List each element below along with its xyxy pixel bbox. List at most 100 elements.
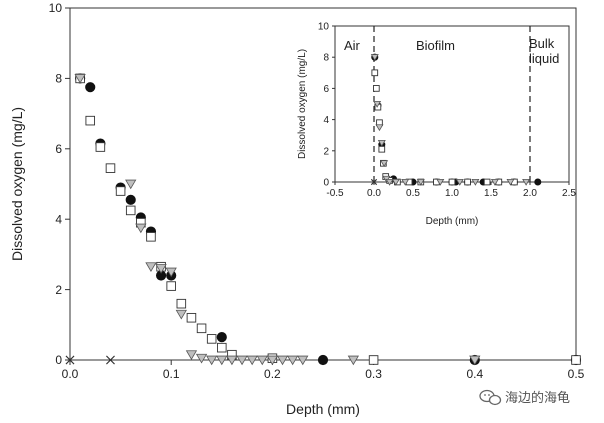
data-point-filled-circle bbox=[125, 194, 136, 205]
data-point-open-square bbox=[217, 342, 227, 353]
data-point-open-square bbox=[483, 178, 491, 186]
data-point-filled-circle bbox=[85, 82, 96, 93]
data-point-open-triangle-down bbox=[286, 355, 299, 366]
data-point-open-triangle-down bbox=[276, 355, 289, 366]
data-point-filled-circle bbox=[317, 354, 329, 366]
data-point-open-triangle-down bbox=[373, 100, 382, 108]
data-point-open-square bbox=[448, 178, 456, 186]
data-point-open-triangle-down bbox=[436, 178, 445, 186]
y-tick-label: 0 bbox=[55, 353, 62, 367]
data-point-open-square bbox=[176, 298, 187, 309]
data-point-open-triangle-down bbox=[175, 309, 187, 320]
main-points bbox=[65, 73, 582, 366]
data-point-open-triangle-down bbox=[185, 350, 198, 360]
y-tick-label: 4 bbox=[55, 212, 62, 226]
data-point-open-square bbox=[464, 178, 471, 186]
data-point-open-triangle-down bbox=[377, 139, 386, 147]
data-point-cross bbox=[65, 355, 75, 365]
data-point-open-triangle-down bbox=[522, 178, 531, 186]
data-point-filled-circle bbox=[216, 332, 227, 343]
main-y-axis-label: Dissolved oxygen (mg/L) bbox=[9, 107, 25, 261]
data-point-open-triangle-down bbox=[145, 262, 157, 272]
data-point-open-triangle-down bbox=[416, 178, 425, 186]
y-tick-label: 8 bbox=[55, 72, 62, 86]
data-point-open-square bbox=[371, 69, 379, 77]
data-point-open-square bbox=[186, 312, 197, 323]
data-point-open-square bbox=[196, 323, 207, 334]
data-point-open-square bbox=[95, 142, 106, 152]
inset-points bbox=[370, 53, 542, 186]
data-point-open-triangle-down bbox=[226, 355, 238, 366]
data-point-open-triangle-down bbox=[506, 178, 515, 186]
data-point-cross bbox=[106, 355, 115, 365]
inset-x-axis-label: Depth (mm) bbox=[426, 216, 479, 227]
data-point-open-square bbox=[368, 355, 379, 365]
y-tick-label: 2 bbox=[323, 146, 329, 157]
y-tick-label: 6 bbox=[55, 142, 62, 156]
data-point-open-triangle-down bbox=[471, 178, 480, 186]
data-point-open-triangle-down bbox=[455, 178, 464, 186]
y-tick-label: 10 bbox=[49, 1, 63, 15]
inset-ticks: -0.5 0.0 0.5 1.0 1.5 2.0 2.5 0 2 4 6 8 10 bbox=[318, 22, 577, 200]
x-tick-label: 0.0 bbox=[367, 188, 381, 199]
data-point-open-triangle-down bbox=[370, 54, 379, 61]
data-point-open-triangle-down bbox=[297, 355, 309, 366]
inset-region-lines bbox=[373, 26, 531, 182]
y-tick-label: 4 bbox=[323, 115, 329, 126]
data-point-open-square bbox=[378, 145, 386, 153]
x-tick-label: 0.2 bbox=[264, 367, 281, 381]
data-point-open-triangle-down bbox=[74, 74, 86, 84]
inset-air-label: Air bbox=[344, 38, 361, 53]
x-tick-label: -0.5 bbox=[326, 188, 344, 199]
data-point-open-triangle-down bbox=[155, 264, 167, 274]
data-point-open-triangle-down bbox=[246, 355, 258, 366]
data-point-open-triangle-down bbox=[347, 355, 360, 366]
data-point-open-triangle-down bbox=[391, 178, 400, 186]
data-point-open-triangle-down bbox=[385, 178, 394, 186]
data-point-open-triangle-down bbox=[256, 355, 268, 366]
data-point-open-triangle-down bbox=[165, 267, 177, 278]
data-point-open-square bbox=[206, 334, 217, 344]
data-point-open-square bbox=[166, 281, 176, 291]
x-tick-label: 0.5 bbox=[406, 188, 420, 199]
data-point-open-triangle-down bbox=[490, 178, 499, 186]
y-tick-label: 0 bbox=[323, 178, 329, 189]
x-tick-label: 0.4 bbox=[466, 367, 483, 381]
x-tick-label: 0.1 bbox=[163, 367, 180, 381]
watermark-text: 海边的海龟 bbox=[505, 390, 570, 406]
data-point-open-triangle-down bbox=[216, 355, 228, 366]
x-tick-label: 0.0 bbox=[62, 367, 79, 381]
x-tick-label: 0.3 bbox=[365, 367, 382, 381]
y-tick-label: 6 bbox=[323, 84, 329, 95]
main-x-axis-label: Depth (mm) bbox=[286, 401, 360, 417]
data-point-filled-circle bbox=[534, 178, 542, 186]
y-tick-label: 2 bbox=[55, 283, 62, 297]
x-tick-label: 1.5 bbox=[484, 188, 498, 199]
x-tick-label: 2.0 bbox=[523, 188, 537, 199]
x-tick-label: 2.5 bbox=[562, 188, 576, 199]
data-point-open-square bbox=[373, 85, 380, 92]
data-point-open-triangle-down bbox=[469, 355, 481, 366]
inset-liquid-label: liquid bbox=[529, 51, 559, 66]
data-point-open-triangle-down bbox=[380, 160, 389, 168]
data-point-open-triangle-down bbox=[236, 355, 248, 366]
data-point-open-square bbox=[146, 232, 156, 242]
y-tick-label: 8 bbox=[323, 53, 329, 64]
data-point-open-square bbox=[105, 163, 116, 173]
data-point-open-square bbox=[85, 115, 96, 126]
x-tick-label: 0.5 bbox=[568, 367, 585, 381]
watermark: 海边的海龟 bbox=[479, 389, 570, 406]
data-point-open-triangle-down bbox=[125, 179, 137, 190]
data-point-open-triangle-down bbox=[401, 178, 410, 186]
data-point-open-square bbox=[571, 355, 581, 365]
data-point-open-triangle-down bbox=[135, 223, 147, 234]
data-point-open-triangle-down bbox=[206, 355, 218, 366]
data-point-open-triangle-down bbox=[266, 355, 279, 366]
inset-biofilm-label: Biofilm bbox=[416, 38, 455, 53]
main-chart: 0.0 0.1 0.2 0.3 0.4 0.5 0 2 4 6 8 10 Depth (mm) Dis… bbox=[9, 1, 585, 417]
inset-chart: -0.5 0.0 0.5 1.0 1.5 2.0 2.5 0 2 4 6 8 10 Air Biofil… bbox=[297, 20, 576, 227]
data-point-open-square bbox=[125, 205, 136, 216]
y-tick-label: 10 bbox=[318, 22, 330, 33]
data-point-open-triangle-down bbox=[195, 353, 208, 364]
data-point-cross bbox=[370, 178, 378, 186]
